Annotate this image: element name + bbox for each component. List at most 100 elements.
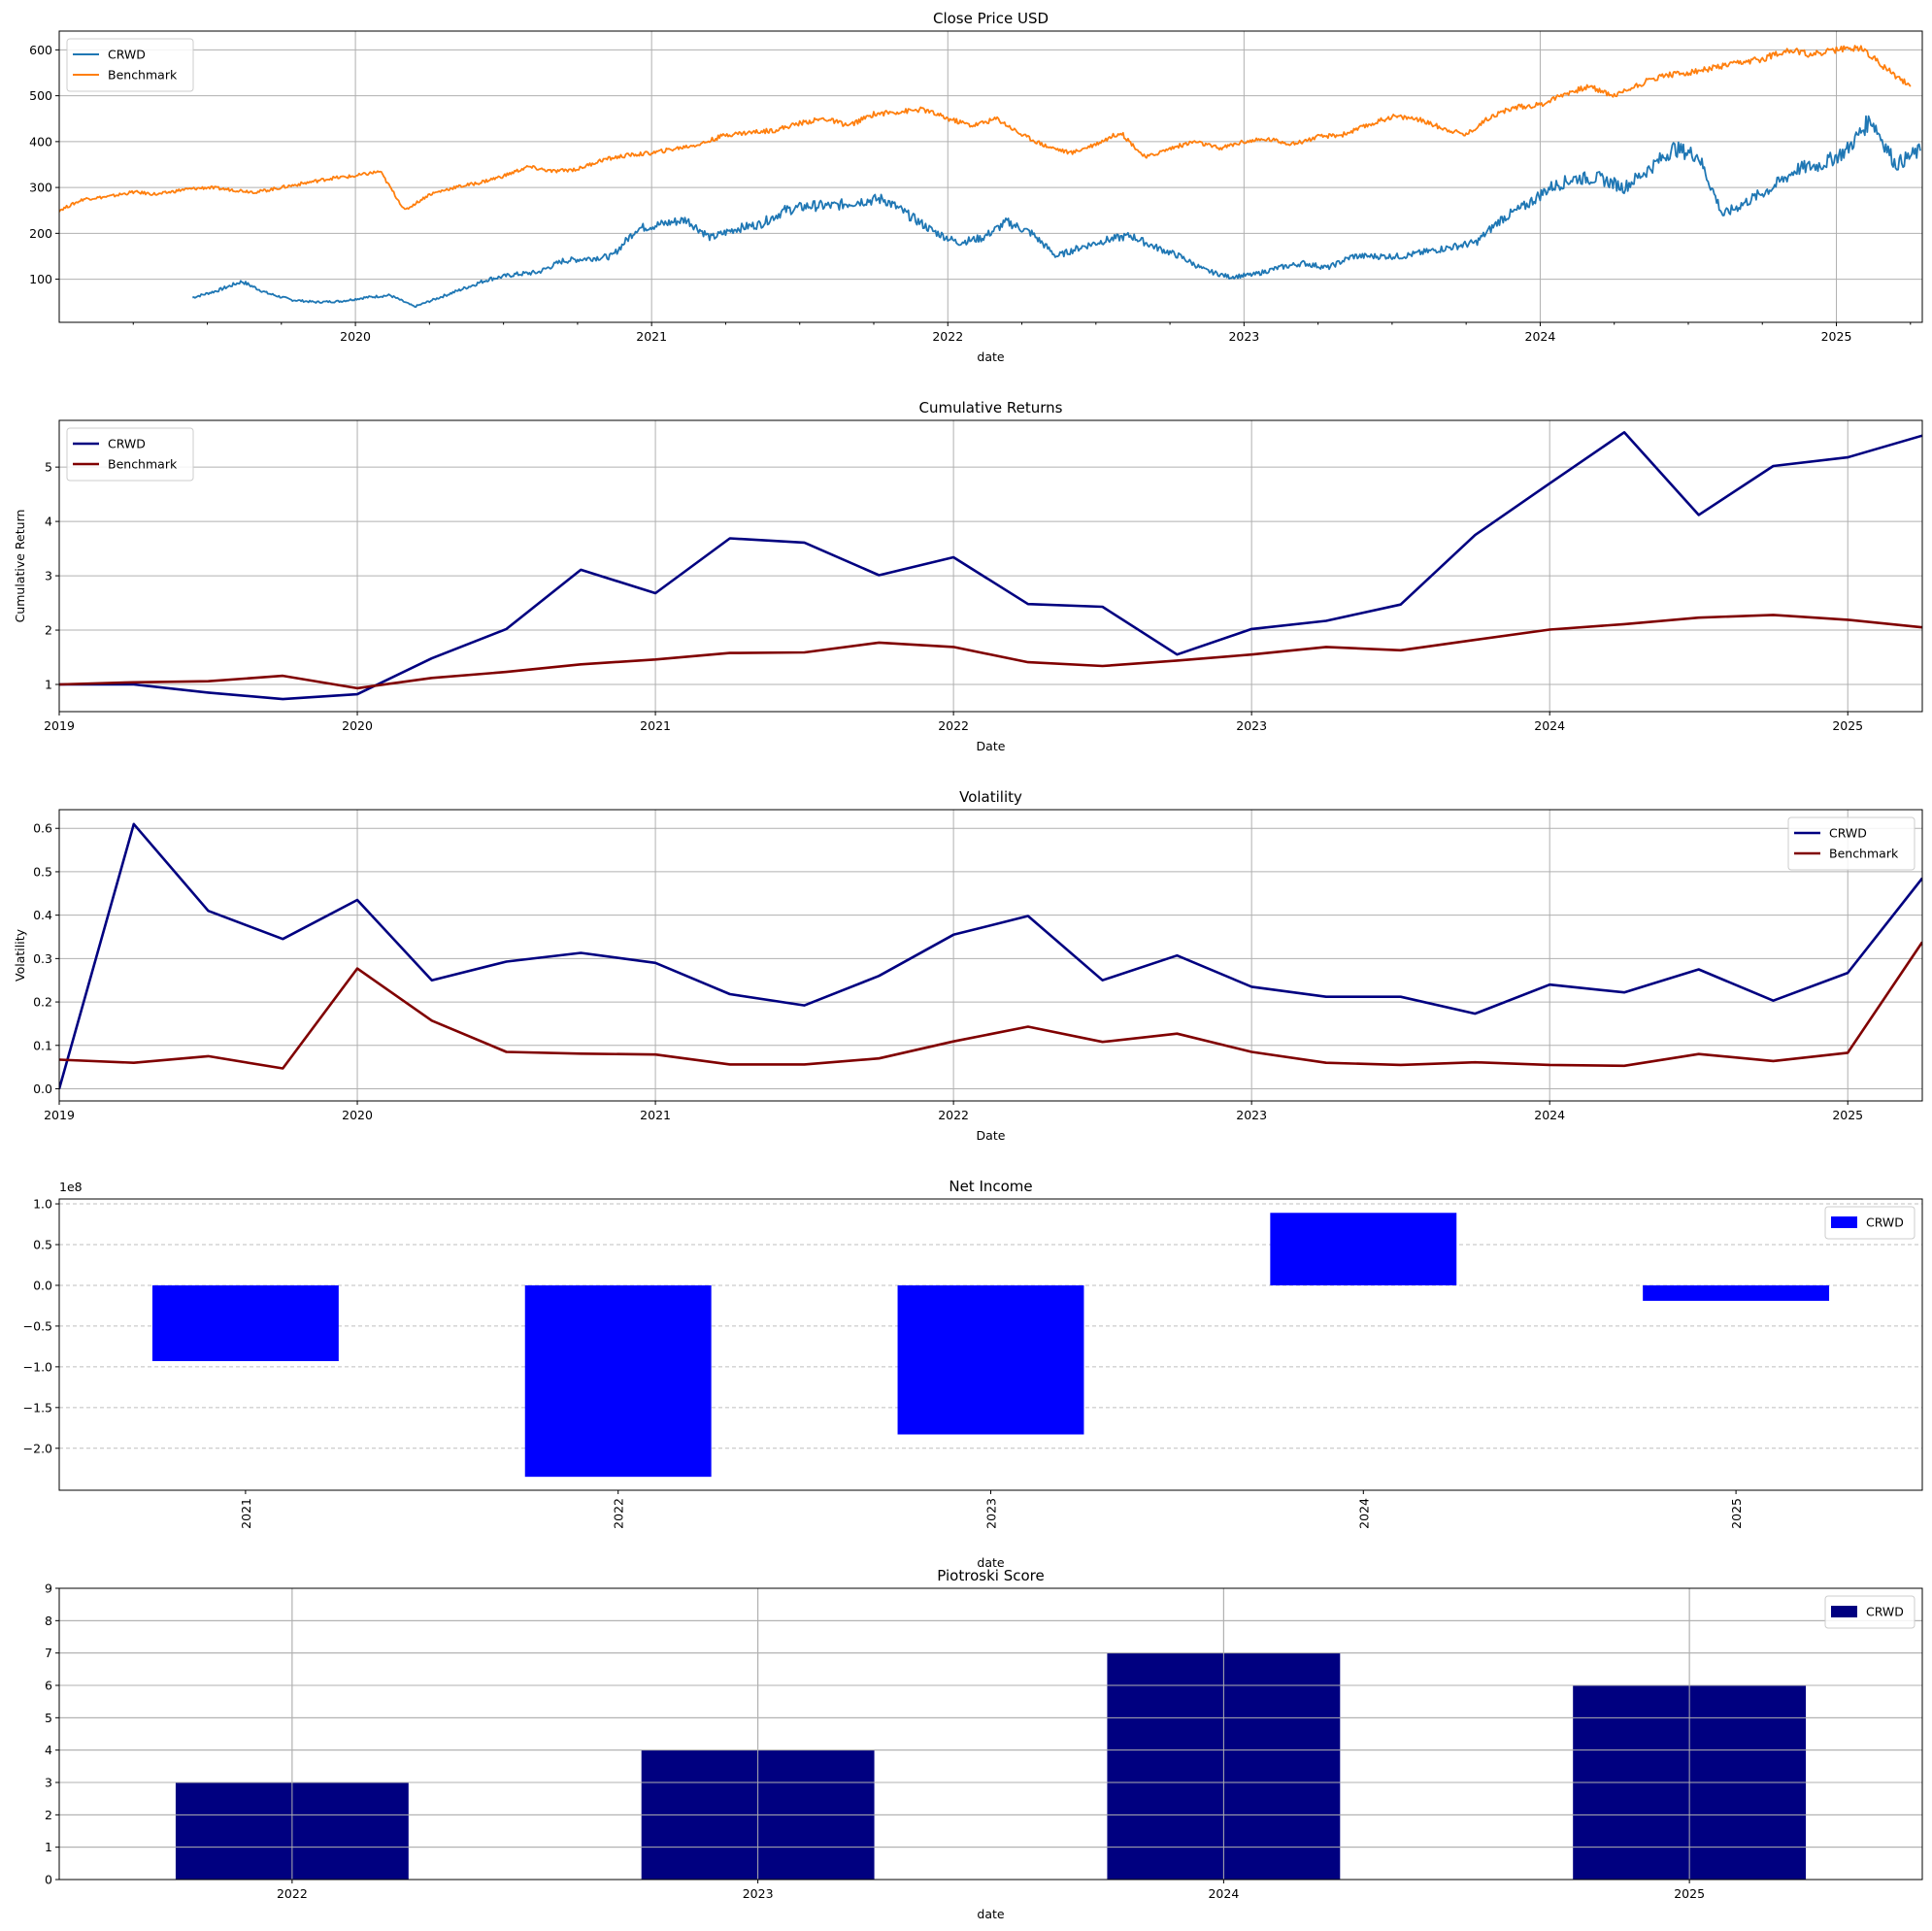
subplot-cumulative-returns: Cumulative Returns 1 2 3 4 5 2019 2020 2021 2022 2…	[13, 399, 1923, 753]
series-line-crwd	[59, 430, 1922, 701]
x-tick-label: 2020	[340, 329, 371, 344]
legend-box	[1787, 816, 1915, 871]
y-tick-label: −1.5	[23, 1400, 52, 1415]
y-axis-label: Volatility	[13, 928, 27, 982]
legend-label: Benchmark	[108, 457, 178, 472]
y-axis-label: Cumulative Return	[13, 510, 27, 623]
y-tick-label: 7	[45, 1646, 52, 1660]
y-tick-label: 0.5	[33, 864, 52, 879]
y-tick-label: 6	[45, 1679, 52, 1693]
x-tick-label: 2023	[743, 1886, 774, 1901]
axes-frame	[58, 30, 1923, 323]
subplot-net-income: Net Income −2.0 −1.5 −1.0 −0.5 0.0 0.5 1.0 1e8 20…	[23, 1178, 1923, 1570]
legend-swatch	[1831, 1606, 1857, 1617]
y-tick-label: 8	[45, 1614, 52, 1628]
plot-area	[59, 822, 1922, 1089]
legend-label: CRWD	[1866, 1605, 1904, 1619]
x-tick-label: 2023	[984, 1498, 999, 1529]
axes-frame	[58, 1587, 1923, 1881]
x-tick-label: 2025	[1674, 1886, 1705, 1901]
x-tick-label: 2020	[342, 1108, 373, 1122]
x-tick-label: 2025	[1729, 1498, 1744, 1529]
subplot-piotroski-score: Piotroski Score 0 1 2 3 4 5 6 7 8 9 2022 2023 2024 202…	[45, 1567, 1923, 1921]
x-axis-label: date	[977, 1907, 1004, 1921]
x-tick-label: 2021	[636, 329, 667, 344]
y-tick-label: 2	[45, 623, 52, 638]
y-tick-label: 5	[45, 1711, 52, 1725]
x-tick-label: 2021	[239, 1498, 253, 1529]
x-tick-label: 2025	[1832, 718, 1863, 733]
x-tick-label: 2025	[1821, 329, 1852, 344]
y-tick-label: 0	[45, 1873, 52, 1887]
legend-label: CRWD	[108, 437, 146, 451]
x-axis-label: date	[977, 350, 1004, 364]
x-tick-label: 2023	[1236, 1108, 1267, 1122]
bar-2024	[1270, 1213, 1457, 1285]
y-tick-label: 1.0	[33, 1197, 52, 1212]
legend-label: CRWD	[108, 48, 146, 62]
subplot-volatility: Volatility 0.0 0.1 0.2 0.3 0.4 0.5 0.6 2019 2020 2…	[13, 788, 1923, 1143]
legend: CRWD Benchmark	[66, 427, 194, 482]
x-tick-label: 2024	[1525, 329, 1556, 344]
y-tick-label: 200	[29, 226, 52, 241]
x-axis-label: Date	[977, 1128, 1006, 1143]
chart-title: Close Price USD	[933, 10, 1049, 27]
axes-frame	[58, 1198, 1923, 1491]
x-tick-label: 2024	[1534, 718, 1565, 733]
legend: CRWD	[1824, 1595, 1915, 1629]
y-tick-label: 500	[29, 88, 52, 103]
legend: CRWD	[1824, 1206, 1915, 1240]
x-axis-label: Date	[977, 739, 1006, 753]
x-tick-label: 2023	[1236, 718, 1267, 733]
chart-title: Cumulative Returns	[919, 399, 1063, 416]
bar-2023	[897, 1284, 1084, 1435]
bar-2021	[151, 1284, 339, 1361]
x-axis-label: date	[977, 1555, 1004, 1570]
series-line-benchmark	[59, 614, 1922, 690]
x-tick-label: 2022	[938, 718, 969, 733]
x-tick-label: 2022	[277, 1886, 308, 1901]
y-tick-label: 0.1	[33, 1038, 52, 1052]
x-tick-label: 2023	[1228, 329, 1259, 344]
y-tick-label: 3	[45, 569, 52, 583]
legend-box	[1824, 1595, 1915, 1629]
y-tick-label: 0.0	[33, 1082, 52, 1096]
axes-frame	[58, 419, 1923, 713]
y-tick-label: 1	[45, 1840, 52, 1854]
y-tick-label: 600	[29, 43, 52, 57]
y-tick-label: 100	[29, 272, 52, 286]
y-tick-label: 2	[45, 1808, 52, 1822]
legend: CRWD Benchmark	[1787, 816, 1915, 871]
y-tick-label: 0.0	[33, 1278, 52, 1292]
x-tick-label: 2019	[44, 718, 75, 733]
y-tick-label: −2.0	[23, 1441, 52, 1455]
x-tick-label: 2020	[342, 718, 373, 733]
x-tick-label: 2024	[1356, 1498, 1371, 1529]
y-tick-label: 5	[45, 460, 52, 475]
y-tick-label: 9	[45, 1581, 52, 1596]
bar-2025	[1643, 1284, 1830, 1301]
x-tick-label: 2022	[932, 329, 963, 344]
x-tick-label: 2019	[44, 1108, 75, 1122]
x-tick-label: 2025	[1832, 1108, 1863, 1122]
y-tick-label: 0.2	[33, 995, 52, 1010]
legend-label: CRWD	[1829, 826, 1867, 841]
legend: CRWD Benchmark	[66, 38, 194, 92]
subplot-close-price-usd: Close Price USD 100 200 300 400 500 600 2020 202…	[29, 10, 1923, 364]
legend-box	[66, 427, 194, 482]
axes-frame	[58, 809, 1923, 1102]
series-line-crwd	[191, 115, 1921, 309]
legend-label: Benchmark	[108, 68, 178, 83]
legend-box	[66, 38, 194, 92]
x-tick-label: 2022	[938, 1108, 969, 1122]
plot-area	[59, 1588, 1922, 1880]
legend-box	[1824, 1206, 1915, 1240]
y-tick-label: 400	[29, 134, 52, 149]
y-tick-label: 300	[29, 181, 52, 195]
legend-swatch	[1831, 1216, 1857, 1228]
y-tick-label: 0.3	[33, 951, 52, 966]
series-line-benchmark	[59, 45, 1912, 213]
bar-2022	[524, 1284, 712, 1478]
chart-title: Piotroski Score	[937, 1567, 1044, 1584]
